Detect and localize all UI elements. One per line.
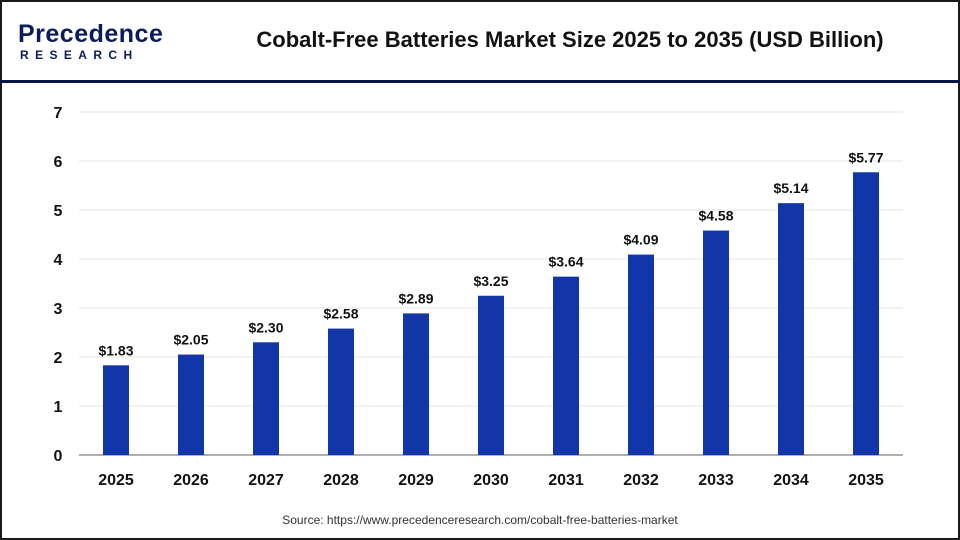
x-tick-label: 2028 <box>323 472 359 489</box>
data-label: $3.64 <box>548 254 583 270</box>
x-tick-label: 2029 <box>398 472 434 489</box>
bar-2034 <box>778 203 804 455</box>
x-tick-label: 2034 <box>773 472 809 489</box>
y-tick-label: 4 <box>54 252 63 269</box>
bar-2028 <box>328 328 354 455</box>
y-tick-label: 3 <box>54 301 63 318</box>
y-tick-label: 7 <box>54 105 63 122</box>
bar-2025 <box>103 365 129 455</box>
y-tick-label: 6 <box>54 154 63 171</box>
data-label: $4.09 <box>623 232 658 248</box>
y-tick-label: 5 <box>54 203 63 220</box>
x-tick-label: 2035 <box>848 472 884 489</box>
data-label: $2.89 <box>398 290 433 306</box>
bar-2026 <box>178 354 204 455</box>
data-label: $1.83 <box>98 342 133 358</box>
x-tick-label: 2032 <box>623 472 659 489</box>
bar-2030 <box>478 295 504 455</box>
x-tick-label: 2027 <box>248 472 284 489</box>
data-label: $2.58 <box>323 306 358 322</box>
bar-2035 <box>853 172 879 455</box>
data-label: $2.05 <box>173 332 208 348</box>
x-tick-label: 2031 <box>548 472 584 489</box>
data-label: $4.58 <box>698 208 733 224</box>
x-tick-label: 2030 <box>473 472 509 489</box>
data-label: $5.14 <box>773 180 808 196</box>
y-tick-label: 1 <box>54 399 63 416</box>
y-tick-label: 2 <box>54 350 63 367</box>
bar-2031 <box>553 276 579 455</box>
chart-title: Cobalt-Free Batteries Market Size 2025 t… <box>256 27 884 52</box>
bar-2033 <box>703 230 729 455</box>
x-tick-label: 2026 <box>173 472 209 489</box>
source-note: Source: https://www.precedenceresearch.c… <box>282 513 678 527</box>
bar-2032 <box>628 254 654 455</box>
logo-brand-bottom: RESEARCH <box>20 48 139 62</box>
bar-2027 <box>253 342 279 455</box>
data-label: $5.77 <box>848 149 883 165</box>
data-label: $2.30 <box>248 319 283 335</box>
data-label: $3.25 <box>473 273 508 289</box>
logo: Precedence RESEARCH <box>18 20 163 62</box>
x-tick-label: 2033 <box>698 472 734 489</box>
x-tick-label: 2025 <box>98 472 134 489</box>
logo-brand-top: Precedence <box>18 20 164 48</box>
header-divider <box>0 80 960 83</box>
y-tick-label: 0 <box>54 448 63 465</box>
bar-2029 <box>403 313 429 455</box>
